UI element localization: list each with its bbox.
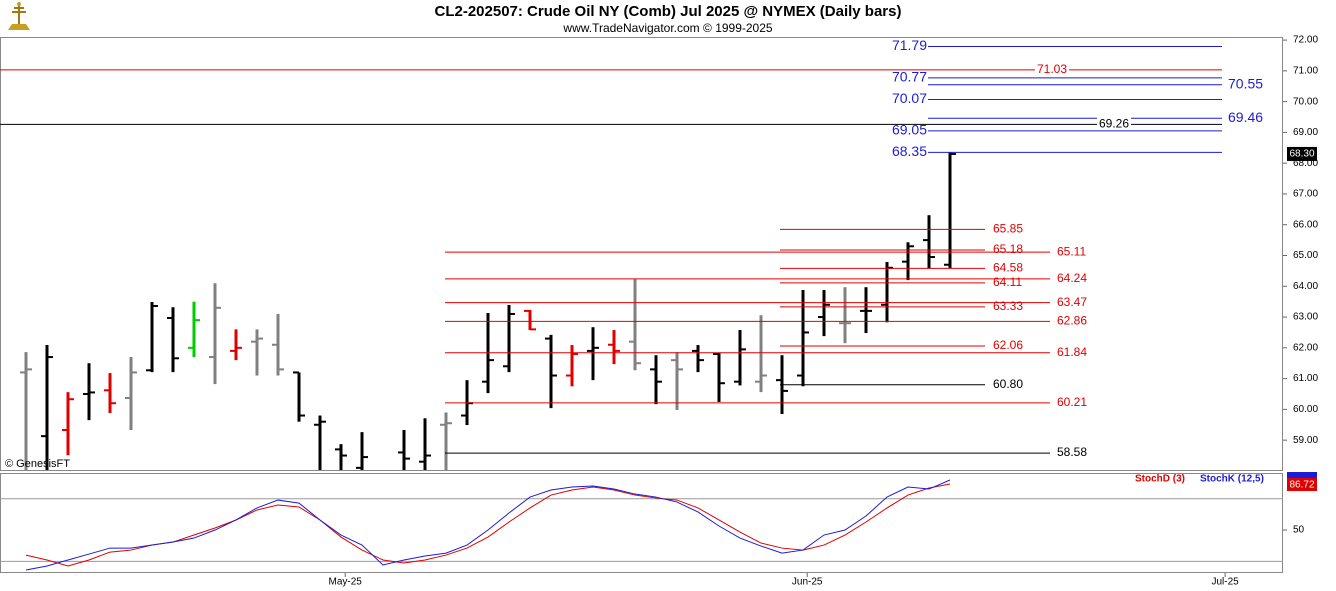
stoch-line <box>25 483 951 567</box>
price-plot <box>19 152 957 470</box>
y-tick-label: 61.00 <box>1293 373 1318 384</box>
level-label: 69.26 <box>1099 117 1129 131</box>
y-tick-label: 59.00 <box>1293 435 1318 446</box>
stoch-plot <box>0 479 1283 571</box>
y-tick-label: 50 <box>1293 525 1305 536</box>
level-label: 62.06 <box>993 338 1023 352</box>
level-label: 70.77 <box>892 69 927 85</box>
y-tick-label: 63.00 <box>1293 312 1318 323</box>
stoch-d-box <box>1287 478 1317 491</box>
level-label: 71.79 <box>892 37 927 53</box>
y-tick-label: 64.00 <box>1293 281 1318 292</box>
y-tick-label: 60.00 <box>1293 404 1318 415</box>
last-price-label: 68.30 <box>1289 149 1314 160</box>
x-tick-label: Jul-25 <box>1211 577 1239 588</box>
logo <box>8 2 30 30</box>
stoch-line <box>25 479 951 571</box>
level-label: 65.11 <box>1057 244 1086 258</box>
level-label: 69.46 <box>1228 109 1263 125</box>
level-label: 71.03 <box>1037 62 1067 76</box>
level-label: 61.84 <box>1057 345 1087 359</box>
stoch-d-label: 86.72 <box>1289 480 1314 491</box>
y-tick-label: 72.00 <box>1293 35 1318 46</box>
level-label: 60.21 <box>1057 395 1087 409</box>
last-price-box <box>1287 146 1317 161</box>
level-label: 70.07 <box>892 90 927 106</box>
watermark: © GenesisFT <box>5 458 70 470</box>
level-label: 63.47 <box>1057 295 1087 309</box>
level-label: 64.11 <box>993 275 1022 289</box>
level-label: 63.33 <box>993 299 1023 313</box>
level-label: 70.55 <box>1228 75 1263 91</box>
level-label: 64.58 <box>993 261 1023 275</box>
x-tick-label: May-25 <box>329 577 363 588</box>
y-tick-label: 66.00 <box>1293 219 1318 230</box>
y-tick-label: 71.00 <box>1293 65 1318 76</box>
y-tick-label: 67.00 <box>1293 189 1318 200</box>
level-label: 64.24 <box>1057 271 1087 285</box>
chart-title: CL2-202507: Crude Oil NY (Comb) Jul 2025… <box>435 3 902 20</box>
price-panel <box>0 37 1283 471</box>
legend-entry: StochK (12,5) <box>1200 474 1264 485</box>
level-label: 69.05 <box>892 122 927 138</box>
stoch-panel <box>0 473 1283 573</box>
legend-entry: StochD (3) <box>1135 474 1185 485</box>
header <box>0 0 1336 37</box>
x-tick-label: Jun-25 <box>792 577 823 588</box>
level-label: 58.58 <box>1057 445 1087 459</box>
level-label: 60.80 <box>993 377 1023 391</box>
level-label: 65.85 <box>993 222 1023 236</box>
level-label-bg <box>1035 62 1069 77</box>
level-label: 68.35 <box>892 143 927 159</box>
y-tick-label: 62.00 <box>1293 342 1318 353</box>
level-label: 62.86 <box>1057 314 1087 328</box>
y-tick-label: 70.00 <box>1293 96 1318 107</box>
y-tick-label: 65.00 <box>1293 250 1318 261</box>
level-label: 65.18 <box>993 242 1023 256</box>
stoch-k-box <box>1287 472 1317 480</box>
chart-subtitle: www.TradeNavigator.com © 1999-2025 <box>562 21 772 35</box>
y-tick-label: 68.00 <box>1293 158 1318 169</box>
y-tick-label: 69.00 <box>1293 127 1318 138</box>
level-label-bg <box>1097 117 1131 132</box>
